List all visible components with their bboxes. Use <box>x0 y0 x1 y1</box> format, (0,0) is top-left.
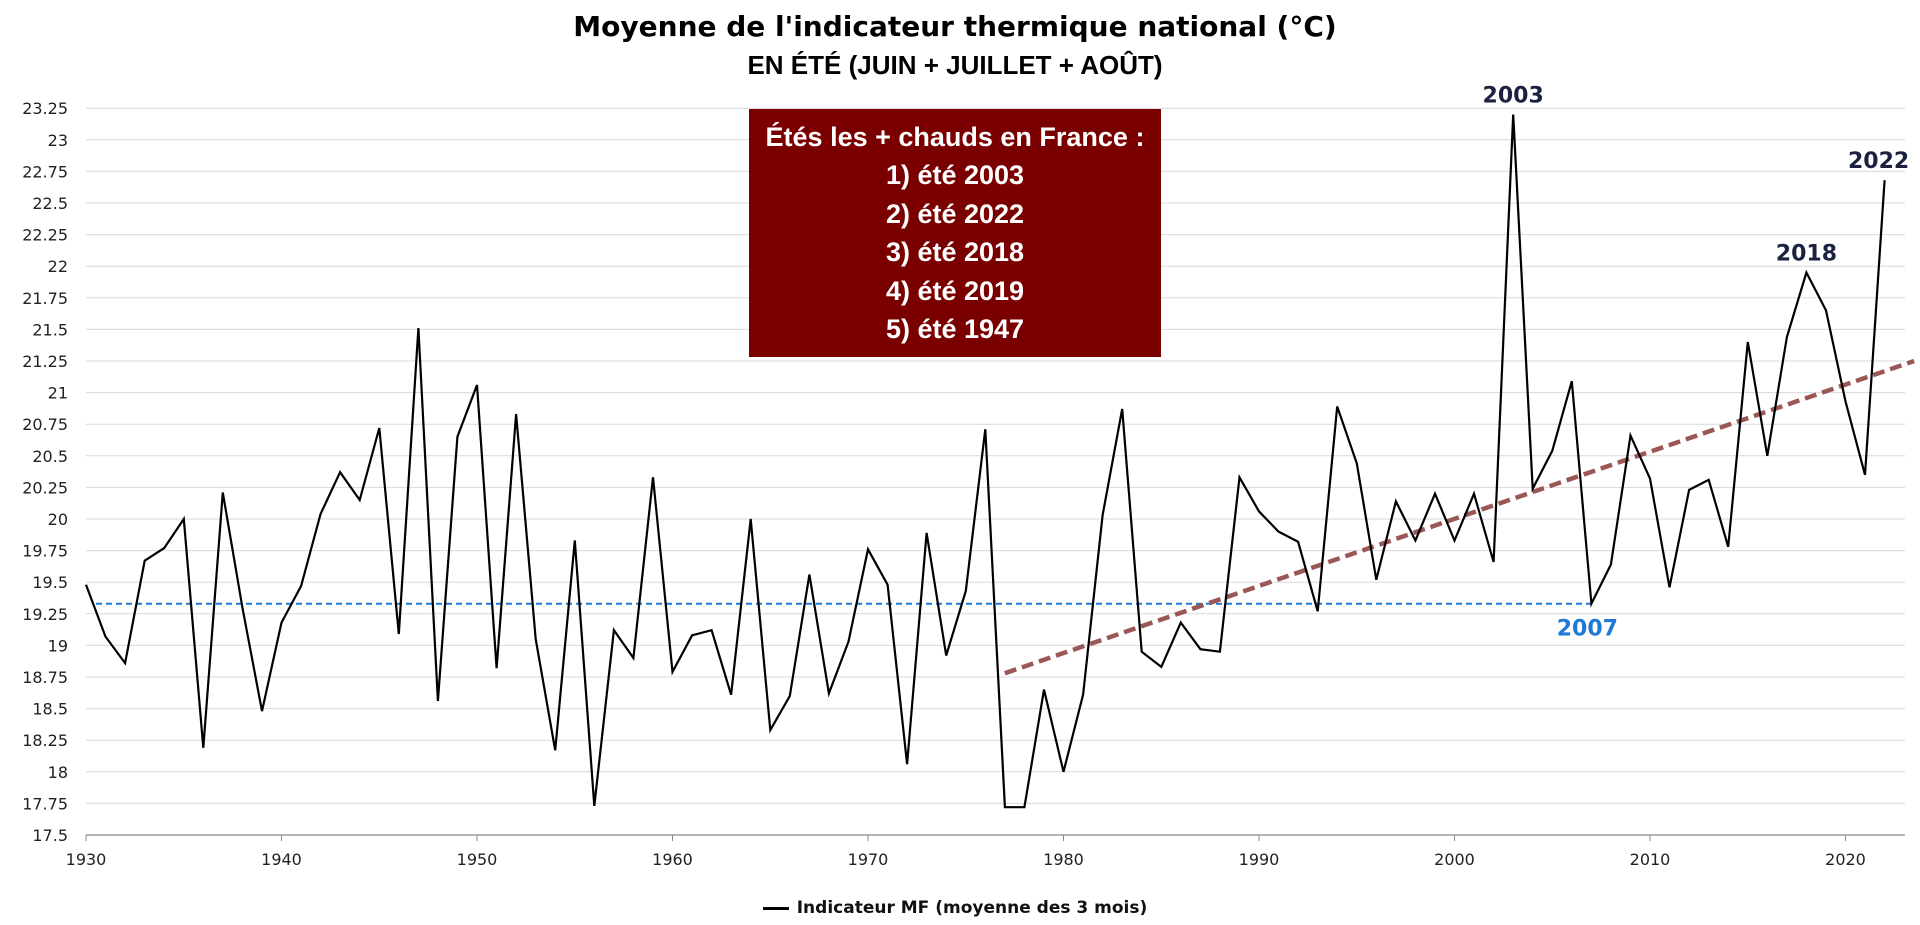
infobox-line-2: 2) été 2022 <box>885 198 1025 229</box>
legend-swatch <box>762 906 789 910</box>
y-tick-label: 19.25 <box>22 605 68 624</box>
y-tick-label: 20.5 <box>32 447 68 466</box>
x-tick-label: 1980 <box>1043 850 1084 869</box>
annotation-label: 2003 <box>1483 84 1544 109</box>
y-tick-label: 19.5 <box>32 573 68 592</box>
y-tick-label: 20.75 <box>22 415 68 434</box>
series-group <box>84 114 1886 809</box>
x-tick-label: 1970 <box>848 850 889 869</box>
infobox-line-1: 1) été 2003 <box>885 160 1025 190</box>
reference-line-label: 2007 <box>1557 617 1618 642</box>
annotation-label: 2018 <box>1776 242 1837 267</box>
annotations: 2003 2022 2018 <box>1483 84 1910 267</box>
trend-line-path <box>1004 358 1915 676</box>
infobox-line-5: 5) été 1947 <box>885 314 1025 344</box>
infobox-line-4: 4) été 2019 <box>885 275 1025 306</box>
y-tick-label: 18.25 <box>22 731 68 750</box>
y-tick-label: 17.5 <box>32 826 68 845</box>
chart-subtitle: EN ÉTÉ (JUIN + JUILLET + AOÛT) <box>747 50 1163 80</box>
legend-label: Indicateur MF (moyenne des 3 mois) <box>796 898 1148 918</box>
x-tick-label: 2000 <box>1434 850 1475 869</box>
legend: Indicateur MF (moyenne des 3 mois) <box>0 898 1910 918</box>
reference-line: 2007 <box>96 602 1618 642</box>
y-tick-label: 22.5 <box>32 194 68 213</box>
y-tick-label: 20 <box>48 510 68 529</box>
x-tick-label: 1950 <box>457 850 498 869</box>
y-tick-label: 21 <box>48 384 68 403</box>
y-tick-label: 18.5 <box>32 700 68 719</box>
x-tick-label: 1930 <box>66 850 107 869</box>
y-tick-label: 22.75 <box>22 162 68 181</box>
y-tick-label: 22 <box>48 257 68 276</box>
y-tick-label: 22.25 <box>22 226 68 245</box>
x-tick-label: 1990 <box>1239 850 1280 869</box>
series-line <box>84 114 1886 809</box>
y-tick-label: 21.5 <box>32 320 68 339</box>
y-tick-label: 18 <box>48 763 68 782</box>
infobox-line-3: 3) été 2018 <box>885 237 1025 267</box>
x-tick-label: 2020 <box>1825 850 1866 869</box>
x-tick-label: 1960 <box>652 850 693 869</box>
y-tick-label: 23.25 <box>22 99 68 118</box>
chart-title: Moyenne de l'indicateur thermique nation… <box>573 10 1337 43</box>
y-axis-ticks: 17.5 17.75 18 18.25 18.5 18.75 19 19.25 19.5 19.7… <box>22 99 68 845</box>
y-tick-label: 20.25 <box>22 478 68 497</box>
y-tick-label: 19.75 <box>22 542 68 561</box>
trend-line <box>1004 358 1915 676</box>
y-tick-label: 17.75 <box>22 794 68 813</box>
x-tick-label: 2010 <box>1630 850 1671 869</box>
x-axis-ticks: 1930 1940 1950 1960 1970 1980 1990 2000 2010 2020 <box>66 835 1866 869</box>
y-tick-label: 21.75 <box>22 289 68 308</box>
y-tick-label: 19 <box>48 636 68 655</box>
hottest-summers-box: Étés les + chauds en France : 1) été 200… <box>749 109 1161 357</box>
y-tick-label: 23 <box>48 131 68 150</box>
infobox-heading: Étés les + chauds en France : <box>765 121 1145 152</box>
y-tick-label: 21.25 <box>22 352 68 371</box>
annotation-label: 2022 <box>1848 149 1909 174</box>
y-tick-label: 18.75 <box>22 668 68 687</box>
x-tick-label: 1940 <box>261 850 302 869</box>
